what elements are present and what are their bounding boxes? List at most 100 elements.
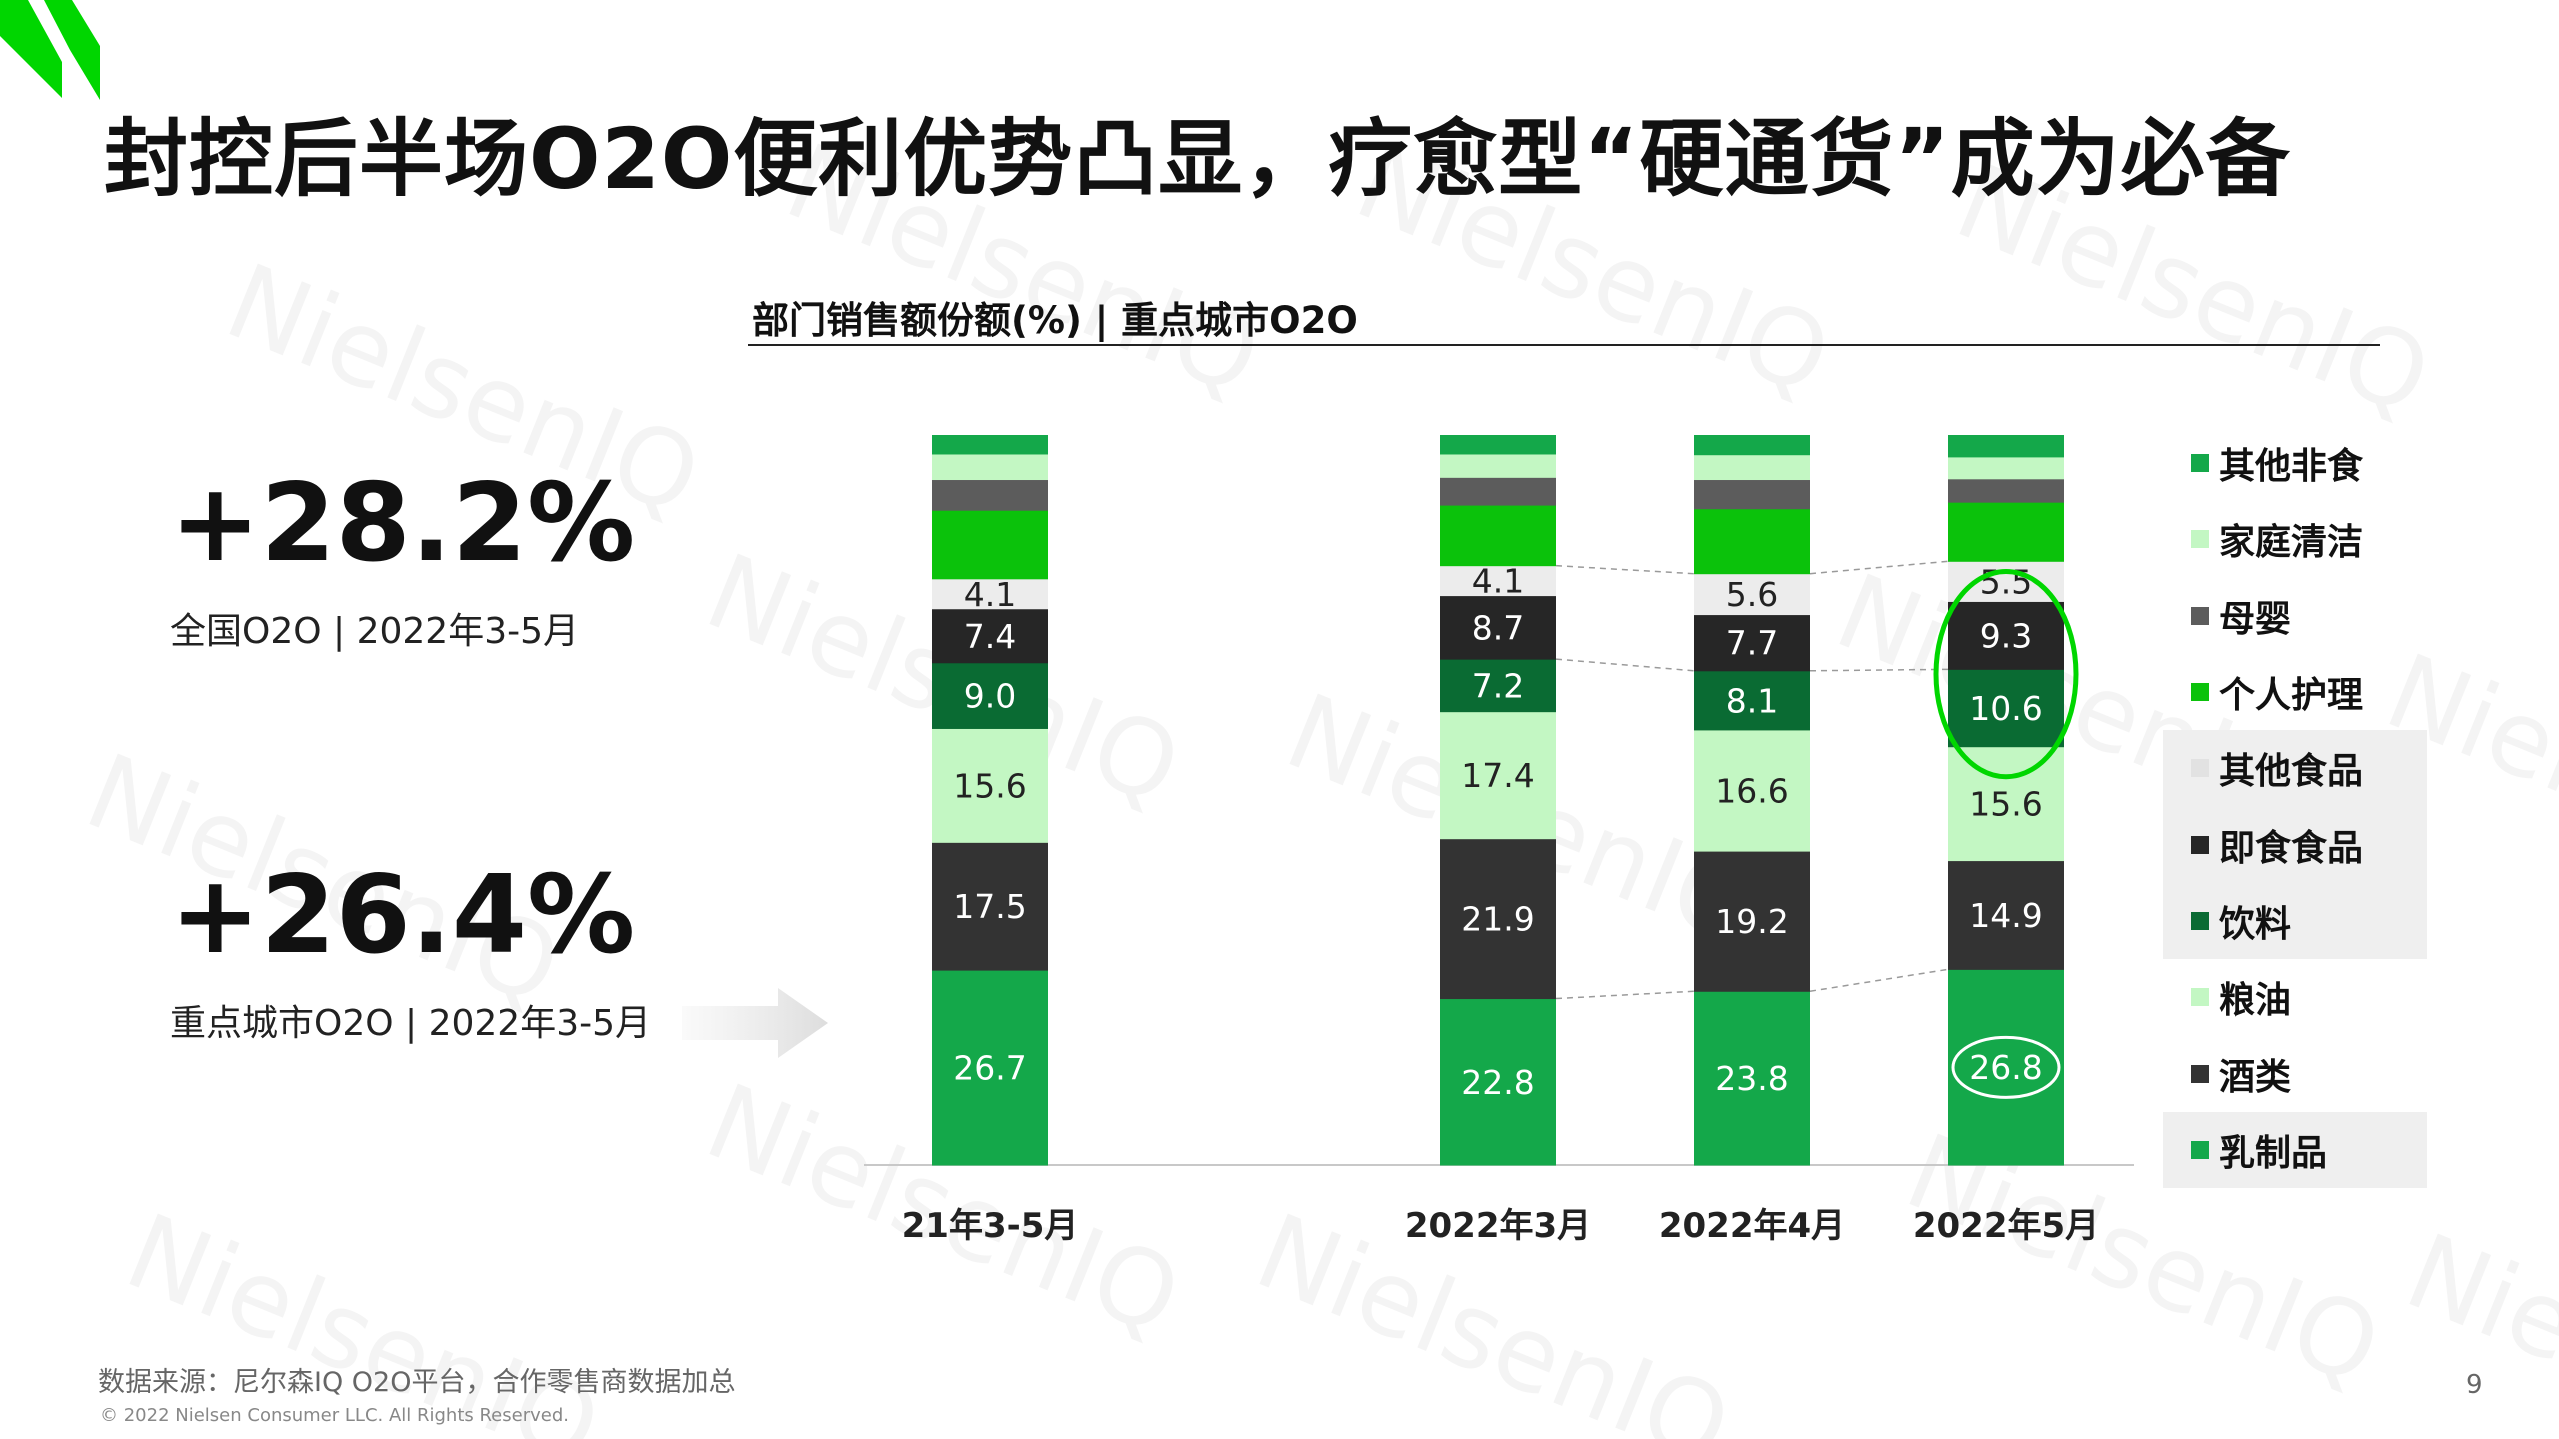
bar-segment-8-4 <box>1948 478 2064 503</box>
data-label: 19.2 <box>1715 902 1788 941</box>
data-label: 9.3 <box>1980 616 2032 655</box>
chart-title-rule <box>748 344 2380 346</box>
bar-segment-7-1 <box>932 510 1048 580</box>
highlight-circle <box>1933 568 2079 780</box>
bar-segment-7-4 <box>1948 502 2064 562</box>
data-label: 9.0 <box>964 677 1016 716</box>
connector-line <box>1555 990 1695 1000</box>
legend-item: 乳制品 <box>2163 1111 2427 1188</box>
x-tick-label: 2022年5月 <box>1913 1206 2099 1246</box>
bar-segment-3-1 <box>932 728 1048 843</box>
connector-line <box>1555 658 1695 672</box>
legend-label: 粮油 <box>2219 980 2292 1022</box>
bar-segment-5-2 <box>1440 595 1556 660</box>
chart-title: 部门销售额份额(%) | 重点城市O2O <box>752 299 1358 342</box>
legend-label: 即食食品 <box>2219 827 2364 869</box>
data-label: 8.7 <box>1472 608 1524 647</box>
legend-label: 酒类 <box>2219 1056 2292 1098</box>
bar-segment-2-1 <box>932 842 1048 971</box>
data-label: 4.1 <box>964 575 1016 614</box>
chart-legend: 其他非食家庭清洁母婴个人护理其他食品即食食品饮料粮油酒类乳制品 <box>2163 425 2427 1188</box>
bar-segment-3-4 <box>1948 746 2064 862</box>
connector-line <box>1555 564 1695 575</box>
legend-swatch <box>2191 835 2209 854</box>
bar-segment-4-3 <box>1694 670 1810 731</box>
bar-segment-1-3 <box>1694 991 1810 1166</box>
data-label: 7.2 <box>1472 666 1524 705</box>
highlight-circle <box>1951 1035 2061 1099</box>
legend-label: 其他非食 <box>2219 446 2364 488</box>
source-note: 数据来源：尼尔森IQ O2O平台，合作零售商数据加总 <box>98 1367 736 1398</box>
data-label: 26.7 <box>953 1049 1026 1088</box>
bar-segment-5-1 <box>932 608 1048 664</box>
bar-segment-6-1 <box>932 578 1048 610</box>
bar-segment-9-2 <box>1440 453 1556 478</box>
bar-segment-6-2 <box>1440 565 1556 597</box>
legend-item: 饮料 <box>2163 882 2427 960</box>
bar-segment-10-4 <box>1948 435 2064 458</box>
legend-item: 其他食品 <box>2163 730 2427 807</box>
bar-segment-7-2 <box>1440 505 1556 567</box>
data-label: 17.5 <box>953 887 1026 926</box>
data-label: 17.4 <box>1461 756 1534 795</box>
legend-swatch <box>2191 454 2209 473</box>
bar-segment-1-2 <box>1440 998 1556 1166</box>
data-label: 7.4 <box>964 617 1016 656</box>
kpi-key-cities-label: 重点城市O2O | 2022年3-5月 <box>170 1003 652 1044</box>
legend-item: 其他非食 <box>2163 425 2427 501</box>
bar-segment-4-1 <box>932 662 1048 729</box>
legend-swatch <box>2191 530 2209 549</box>
data-label: 4.1 <box>1472 562 1524 601</box>
page-number: 9 <box>2466 1370 2483 1400</box>
legend-label: 乳制品 <box>2219 1132 2328 1174</box>
bar-segment-1-4 <box>1948 969 2064 1166</box>
bar-segment-9-4 <box>1948 456 2064 480</box>
legend-label: 家庭清洁 <box>2219 522 2364 564</box>
kpi-national: +28.2% 全国O2O | 2022年3-5月 <box>170 470 635 654</box>
connector-line <box>1809 560 1949 575</box>
bar-segment-4-2 <box>1440 659 1556 713</box>
bar-segment-7-3 <box>1694 508 1810 575</box>
kpi-key-cities: +26.4% 重点城市O2O | 2022年3-5月 <box>170 862 651 1046</box>
bar-segment-5-3 <box>1694 614 1810 672</box>
bar-segment-8-1 <box>932 479 1048 511</box>
slide-title: 封控后半场O2O便利优势凸显，疗愈型“硬通货”成为必备 <box>104 110 2291 208</box>
kpi-key-cities-value: +26.4% <box>170 853 636 978</box>
copyright: © 2022 Nielsen Consumer LLC. All Rights … <box>100 1405 569 1426</box>
legend-label: 其他食品 <box>2219 751 2364 793</box>
legend-swatch <box>2191 1064 2209 1083</box>
bar-segment-1-1 <box>932 970 1048 1166</box>
data-label: 23.8 <box>1715 1059 1788 1098</box>
legend-swatch <box>2191 988 2209 1007</box>
legend-item: 母婴 <box>2163 578 2427 654</box>
legend-label: 母婴 <box>2219 598 2292 640</box>
bar-segment-10-1 <box>932 435 1048 455</box>
bar-segment-9-1 <box>932 453 1048 481</box>
x-tick-label: 2022年4月 <box>1659 1206 1845 1246</box>
legend-item: 家庭清洁 <box>2163 501 2427 577</box>
bar-segment-10-3 <box>1694 435 1810 456</box>
connector-line <box>1809 668 1949 672</box>
bar-segment-8-3 <box>1694 479 1810 510</box>
legend-item: 酒类 <box>2163 1035 2427 1111</box>
bar-segment-6-3 <box>1694 573 1810 616</box>
bar-segment-4-4 <box>1948 669 2064 748</box>
bar-segment-2-3 <box>1694 851 1810 992</box>
bar-segment-10-2 <box>1440 435 1556 455</box>
legend-label: 个人护理 <box>2219 675 2364 717</box>
data-label: 16.6 <box>1715 772 1788 811</box>
legend-swatch <box>2191 683 2209 702</box>
bar-segment-5-4 <box>1948 601 2064 670</box>
bar-segment-9-3 <box>1694 454 1810 481</box>
data-label: 5.5 <box>1980 562 2032 601</box>
legend-swatch <box>2191 911 2209 930</box>
kpi-national-label: 全国O2O | 2022年3-5月 <box>170 611 580 652</box>
data-label: 14.9 <box>1969 896 2042 935</box>
legend-label: 饮料 <box>2219 903 2292 945</box>
data-label: 5.6 <box>1726 575 1778 614</box>
x-tick-label: 21年3-5月 <box>902 1206 1079 1246</box>
data-label: 22.8 <box>1461 1063 1534 1102</box>
legend-swatch <box>2191 606 2209 625</box>
